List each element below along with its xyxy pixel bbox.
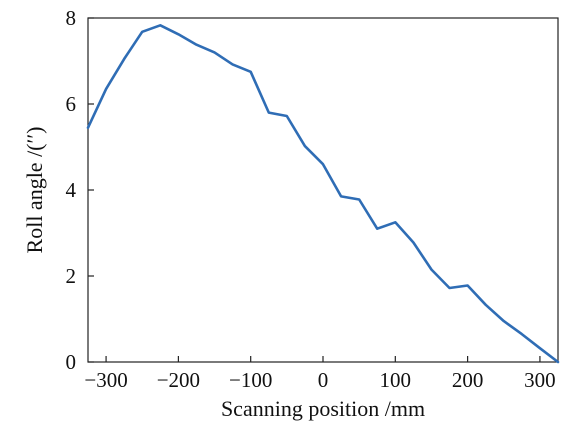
y-tick-label: 0 (66, 350, 77, 374)
y-tick-label: 4 (66, 178, 77, 202)
y-axis-ticks: 0 2 4 6 8 (66, 6, 94, 374)
roll-angle-series-line (86, 24, 560, 364)
y-tick-label: 2 (66, 264, 77, 288)
x-axis-ticks: −300 −200 −100 0 100 200 300 (84, 356, 556, 392)
x-tick-label: 200 (452, 368, 484, 392)
y-axis-label: Roll angle /(′′) (22, 127, 47, 254)
y-tick-label: 8 (66, 6, 77, 30)
x-tick-label: −300 (84, 368, 127, 392)
x-tick-label: −200 (157, 368, 200, 392)
x-tick-label: 300 (524, 368, 556, 392)
plot-frame (87, 17, 559, 363)
x-tick-label: 100 (380, 368, 412, 392)
x-axis-label: Scanning position /mm (221, 396, 425, 421)
y-tick-label: 6 (66, 92, 77, 116)
x-tick-label: −100 (229, 368, 272, 392)
x-tick-label: 0 (318, 368, 329, 392)
